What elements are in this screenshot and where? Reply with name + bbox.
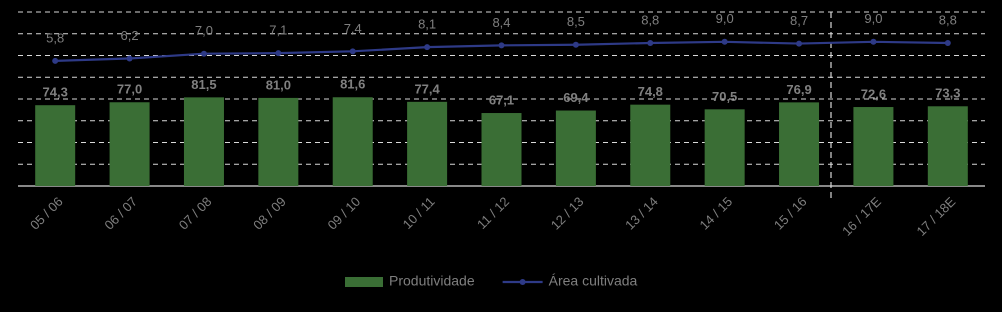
bar — [407, 101, 448, 186]
bar-value-label: 69,4 — [563, 90, 589, 105]
line-point — [349, 48, 356, 55]
bar-value-label: 74,3 — [43, 85, 68, 100]
line-point — [126, 55, 133, 62]
line-point — [498, 42, 505, 49]
bar-value-label: 81,6 — [340, 77, 365, 92]
bar — [630, 104, 671, 186]
bar-value-label: 72,6 — [861, 86, 886, 101]
bar — [853, 107, 894, 186]
bar — [555, 110, 596, 186]
line-point — [944, 39, 951, 46]
line-value-label: 8,8 — [641, 12, 659, 27]
line-value-label: 8,4 — [492, 15, 510, 30]
line-value-label: 6,2 — [121, 28, 139, 43]
legend-label: Área cultivada — [549, 273, 638, 289]
bar-value-label: 77,0 — [117, 82, 142, 97]
line-value-label: 9,0 — [716, 11, 734, 26]
bar-value-label: 73,3 — [935, 86, 960, 101]
bar — [481, 113, 522, 186]
bar — [109, 102, 150, 186]
line-value-label: 9,0 — [864, 11, 882, 26]
bar-value-label: 74,8 — [638, 84, 663, 99]
bar — [332, 97, 373, 186]
bar — [704, 109, 745, 186]
line-point — [647, 39, 654, 46]
bar-value-label: 70,5 — [712, 89, 737, 104]
line-point — [870, 38, 877, 45]
line-point — [572, 41, 579, 48]
legend-swatch — [345, 277, 383, 287]
line-value-label: 7,0 — [195, 23, 213, 38]
line-point — [721, 38, 728, 45]
bar-value-label: 76,9 — [786, 82, 811, 97]
line-value-label: 8,5 — [567, 14, 585, 29]
line-point — [200, 50, 207, 57]
bar-value-label: 81,5 — [191, 77, 216, 92]
line-value-label: 5,8 — [46, 30, 64, 45]
bar-value-label: 77,4 — [414, 81, 440, 96]
legend-label: Produtividade — [389, 273, 475, 289]
line-value-label: 7,1 — [269, 23, 287, 38]
bar-value-label: 81,0 — [266, 77, 291, 92]
bar-value-label: 67,1 — [489, 92, 514, 107]
line-value-label: 8,1 — [418, 17, 436, 32]
legend-swatch — [519, 279, 526, 285]
line-point — [796, 40, 803, 47]
line-point — [424, 44, 431, 51]
line-point — [52, 57, 59, 64]
line-value-label: 7,4 — [344, 21, 362, 36]
bar — [779, 102, 820, 186]
bar — [35, 105, 76, 186]
line-value-label: 8,8 — [939, 12, 957, 27]
bar — [927, 106, 968, 186]
line-point — [275, 50, 282, 57]
bar — [258, 97, 299, 186]
bar — [183, 97, 224, 186]
line-value-label: 8,7 — [790, 13, 808, 28]
